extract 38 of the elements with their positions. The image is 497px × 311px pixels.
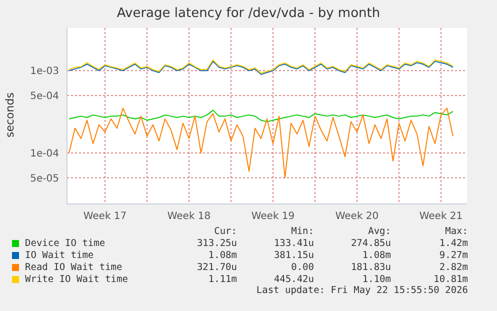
x-tick-label: Week 20 — [335, 211, 379, 222]
text: 381.15u — [272, 250, 314, 260]
y-axis-title: seconds — [4, 92, 16, 138]
text: 1.11m — [207, 274, 237, 284]
text: 313.25u — [196, 238, 237, 248]
text: 445.42u — [272, 274, 314, 284]
text: 181.83u — [350, 262, 391, 272]
x-tick-label: Week 18 — [167, 211, 211, 222]
legend-label: Device IO time — [25, 238, 106, 248]
text: 9.27m — [438, 250, 468, 260]
text: 321.70u — [196, 262, 237, 272]
x-tick-label: Week 17 — [83, 211, 127, 222]
text: 133.41u — [272, 238, 314, 248]
legend-label: IO Wait time — [25, 250, 94, 260]
text: Last update: Fri May 22 15:55:50 2026 — [255, 285, 468, 296]
text: 1.42m — [438, 238, 468, 248]
text: 1.10m — [361, 274, 391, 284]
text: 0.00 — [290, 262, 314, 272]
text: Cur: — [213, 226, 237, 237]
text: 1.08m — [361, 250, 391, 260]
line-series — [68, 108, 454, 178]
text: 10.81m — [432, 274, 468, 284]
legend-label: Read IO Wait time — [25, 262, 122, 272]
y-tick-label: 5e-05 — [30, 173, 59, 184]
text: Min: — [290, 226, 314, 237]
text: Avg: — [367, 226, 391, 237]
text: Max: — [444, 226, 468, 237]
text: 1.08m — [207, 250, 237, 260]
y-tick-label: 5e-04 — [30, 91, 59, 102]
x-tick-label: Week 19 — [251, 211, 295, 222]
y-tick-label: 1e-03 — [30, 66, 59, 78]
legend-label: Write IO Wait time — [25, 274, 128, 284]
line-series — [68, 110, 454, 122]
y-tick-label: 1e-04 — [30, 148, 59, 160]
chart-title: Average latency for /dev/vda - by month — [116, 6, 382, 21]
text: 274.85u — [350, 238, 391, 248]
x-tick-label: Week 21 — [419, 211, 463, 222]
text: 2.82m — [438, 262, 468, 272]
